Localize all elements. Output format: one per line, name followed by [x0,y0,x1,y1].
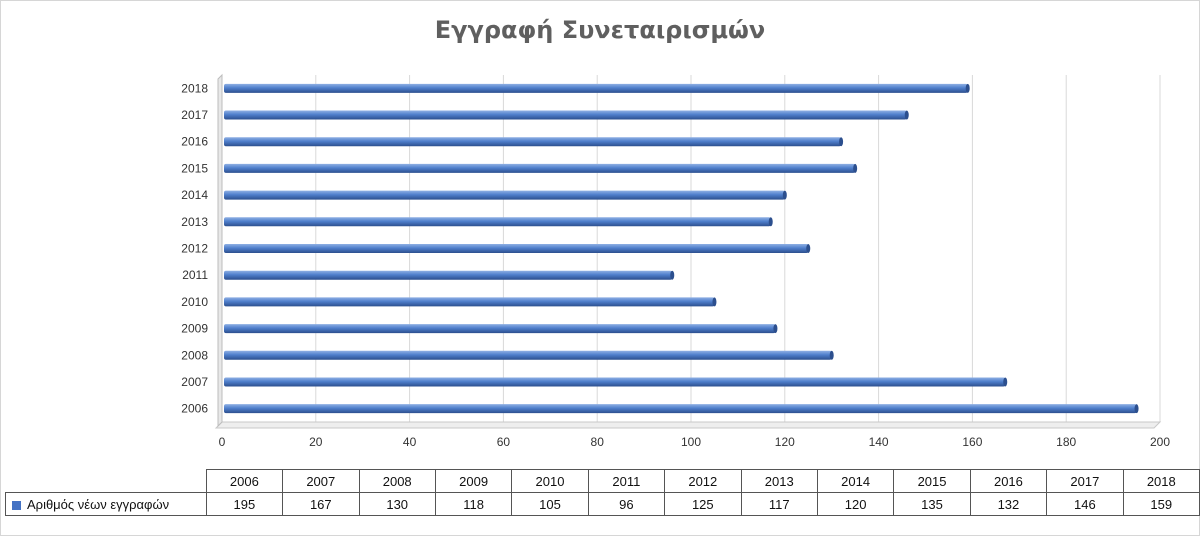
y-tick-label: 2016 [181,135,208,149]
bar [224,270,673,280]
x-tick-label: 60 [497,435,511,449]
x-tick-label: 100 [681,435,701,449]
table-value-cell: 195 [205,492,284,516]
chart-title: Εγγραφή Συνεταιρισμών [434,16,766,44]
y-tick-label: 2014 [181,188,208,202]
bar [224,217,771,227]
y-tick-label: 2011 [182,268,208,282]
chart-floor [214,421,1162,429]
bar-end-cap [1003,377,1008,387]
table-value-cell: 118 [434,492,513,516]
bar [224,137,842,147]
legend-swatch [12,500,21,510]
bar-end-cap [965,83,970,93]
table-year-cell: 2013 [740,469,818,493]
bar-end-cap [670,270,675,280]
table-value-cell: 96 [587,492,666,516]
y-tick-label: 2018 [181,81,208,95]
bar [224,324,776,334]
bar [224,377,1006,387]
table-year-cell: 2009 [434,469,513,493]
table-year-cell: 2011 [587,469,666,493]
table-year-cell: 2012 [664,469,742,493]
y-tick-label: 2015 [181,161,208,175]
table-year-cell: 2016 [969,469,1048,493]
table-value-cell: 125 [664,492,742,516]
y-tick-label: 2010 [181,295,208,309]
bar-end-cap [853,163,858,173]
x-tick-label: 20 [309,435,323,449]
table-value-cell: 159 [1122,492,1200,516]
table-year-cell: 2018 [1122,469,1200,493]
series-label: Αριθμός νέων εγγραφών [27,496,170,512]
data-table: 2006 2007 2008 2009 2010 2011 2012 2013 2014 2015… [5,469,1200,516]
table-year-cell: 2007 [282,469,360,493]
bar-end-cap [904,110,909,120]
table-value-cell: 130 [358,492,436,516]
y-tick-label: 2012 [181,242,208,256]
bar-end-cap [839,137,844,147]
bar-end-cap [712,297,717,307]
bar [224,297,715,307]
table-corner-cell [5,469,207,493]
bar-end-cap [782,190,787,200]
table-year-cell: 2006 [205,469,284,493]
table-value-cell: 105 [511,492,589,516]
y-tick-label: 2006 [181,402,208,416]
y-tick-label: 2013 [181,215,208,229]
bar [224,110,907,120]
table-year-cell: 2015 [893,469,971,493]
table-value-cell: 120 [816,492,895,516]
x-tick-label: 40 [403,435,417,449]
table-value-cell: 132 [969,492,1048,516]
y-tick-label: 2017 [181,108,208,122]
chart-wall [217,73,223,428]
bar [224,404,1137,414]
bar-end-cap [829,350,834,360]
y-tick-label: 2009 [181,322,208,336]
table-value-cell: 117 [740,492,818,516]
bar [224,350,832,360]
x-tick-label: 120 [775,435,795,449]
table-year-cell: 2008 [358,469,436,493]
bar [224,190,785,200]
table-value-cell: 146 [1046,492,1124,516]
table-year-cell: 2017 [1046,469,1124,493]
bar-chart: 0 20 40 60 80 100 120 140 160 180 200 2006 2007 2008 2… [181,73,1170,449]
table-year-cell: 2010 [511,469,589,493]
bar [224,244,809,253]
x-tick-label: 160 [962,435,982,449]
x-tick-label: 180 [1056,435,1076,449]
table-value-cell: 135 [893,492,971,516]
table-year-cell: 2014 [816,469,895,493]
bar-end-cap [773,324,778,334]
x-tick-label: 200 [1150,435,1170,449]
bar [224,163,856,173]
bar-end-cap [1134,404,1139,414]
x-tick-label: 80 [591,435,605,449]
x-tick-label: 0 [219,435,226,449]
y-tick-label: 2007 [181,375,208,389]
y-tick-label: 2008 [181,348,208,362]
table-header-row: 2006 2007 2008 2009 2010 2011 2012 2013 2014 2015… [5,469,1200,493]
bar-end-cap [806,244,811,253]
bar-end-cap [768,217,773,227]
x-tick-label: 140 [869,435,889,449]
bar [224,83,968,93]
table-value-cell: 167 [282,492,360,516]
table-row: Αριθμός νέων εγγραφών 195 167 130 118 105 96 1… [5,492,1200,516]
series-label-cell: Αριθμός νέων εγγραφών [5,492,207,516]
